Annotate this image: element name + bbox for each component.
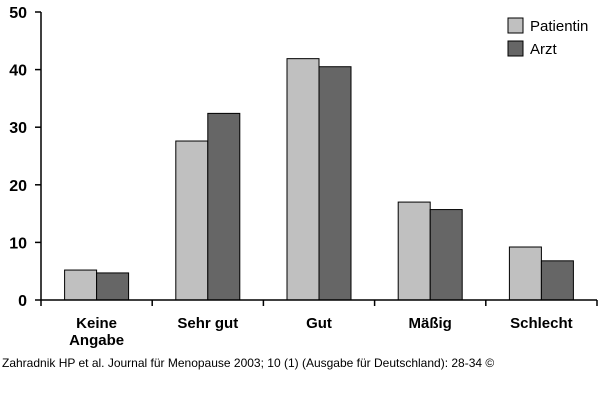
y-tick-label-3: 30 [9, 120, 27, 137]
x-category-label-line: Keine [76, 315, 117, 332]
bar-patientin-0 [64, 269, 98, 301]
y-tick-label-5: 50 [9, 5, 27, 22]
x-category-label-2: Gut [306, 315, 332, 332]
y-tick-label-2: 20 [9, 178, 27, 195]
x-category-label-0: Keine Angabe [69, 315, 124, 349]
x-category-label-4: Schlecht [510, 315, 573, 332]
legend: Patientin Arzt [507, 17, 588, 58]
y-tick-label-1: 10 [9, 235, 27, 252]
legend-label-1: Arzt [530, 41, 558, 58]
y-tick-label-4: 40 [9, 63, 27, 80]
bars-group [64, 58, 574, 301]
bar-arzt-1 [207, 112, 241, 301]
legend-swatch-1 [507, 40, 524, 57]
bar-patientin-1 [175, 140, 209, 301]
x-category-label-line: Angabe [69, 332, 124, 349]
bar-arzt-2 [318, 66, 352, 301]
x-category-label-3: Mäßig [409, 315, 452, 332]
citation-text: Zahradnik HP et al. Journal für Menopaus… [2, 356, 495, 370]
x-category-label-line: Gut [306, 315, 332, 332]
bar-patientin-4 [508, 246, 542, 301]
bar-patientin-2 [286, 58, 320, 301]
bar-arzt-4 [540, 260, 574, 301]
axes-group: 0 10 20 30 40 50 Keine Angabe Sehr gut Gut Mäßig Sc… [9, 5, 598, 349]
legend-swatch-0 [507, 17, 524, 34]
bar-patientin-3 [397, 201, 431, 301]
x-category-label-line: Mäßig [409, 315, 452, 332]
x-category-label-line: Schlecht [510, 315, 573, 332]
bar-arzt-0 [96, 272, 130, 301]
bar-arzt-3 [429, 209, 463, 301]
x-category-label-1: Sehr gut [177, 315, 238, 332]
x-category-label-line: Sehr gut [177, 315, 238, 332]
y-tick-label-0: 0 [18, 293, 27, 310]
legend-label-0: Patientin [530, 18, 588, 35]
